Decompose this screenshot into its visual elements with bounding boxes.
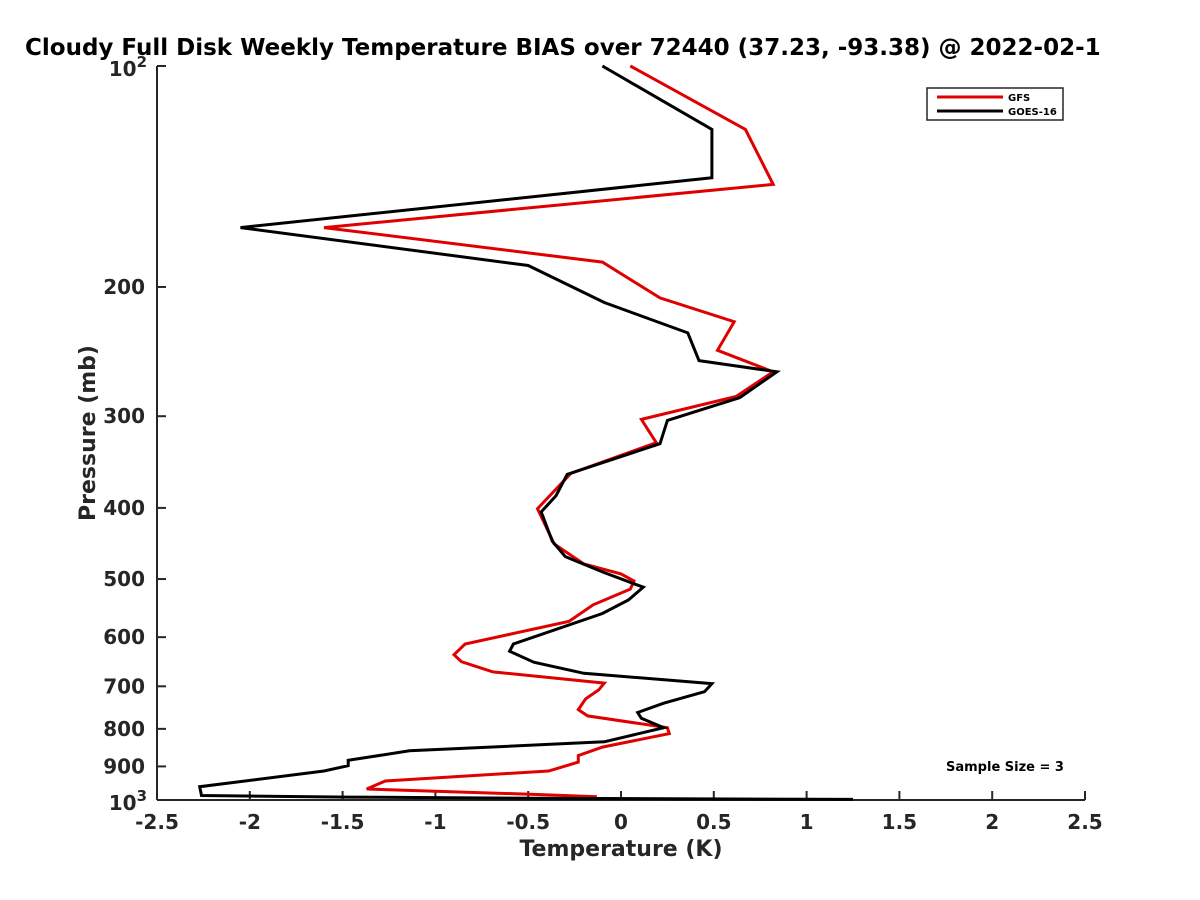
legend-label-goes-16: GOES-16 [1008, 107, 1057, 118]
y-tick-label: 500 [103, 567, 145, 591]
y-axis-ticks: 102 200 300 400 500 600 700 800 900 103 [103, 53, 166, 815]
legend: GFS GOES-16 [926, 87, 1064, 121]
series-line-gfs [323, 64, 777, 799]
x-axis-ticks: -2.5 -2 -1.5 -1 -0.5 0 0.5 1 1.5 2 2.5 [135, 791, 1103, 834]
y-tick-label: 300 [103, 404, 145, 428]
y-tick-label: 103 [109, 787, 147, 815]
x-tick-label: 0.5 [696, 810, 731, 834]
series-line-goes-16 [197, 64, 854, 801]
x-tick-label: 2.5 [1067, 810, 1102, 834]
x-tick-label: 1.5 [882, 810, 917, 834]
x-tick-label: -2.5 [135, 810, 179, 834]
y-tick-label: 200 [103, 275, 145, 299]
plot-axes [156, 66, 1085, 801]
y-tick-label: 102 [109, 53, 147, 81]
series-lines [197, 64, 854, 801]
y-tick-label: 400 [103, 496, 145, 520]
x-tick-label: -1 [424, 810, 446, 834]
y-tick-label: 700 [103, 674, 145, 698]
x-tick-label: 2 [985, 810, 999, 834]
x-tick-label: -1.5 [321, 810, 365, 834]
legend-label-gfs: GFS [1008, 93, 1030, 104]
chart-title: Cloudy Full Disk Weekly Temperature BIAS… [25, 35, 1101, 61]
x-tick-label: -2 [239, 810, 261, 834]
legend-box [926, 87, 1064, 121]
x-tick-label: 0 [614, 810, 628, 834]
x-axis-label: Temperature (K) [519, 837, 722, 862]
x-tick-label: 1 [800, 810, 814, 834]
y-axis-label: Pressure (mb) [76, 345, 101, 521]
y-tick-label: 600 [103, 625, 145, 649]
y-tick-label: 800 [103, 717, 145, 741]
y-tick-label: 900 [103, 754, 145, 778]
x-tick-label: -0.5 [506, 810, 550, 834]
sample-size-annotation: Sample Size = 3 [946, 760, 1064, 775]
